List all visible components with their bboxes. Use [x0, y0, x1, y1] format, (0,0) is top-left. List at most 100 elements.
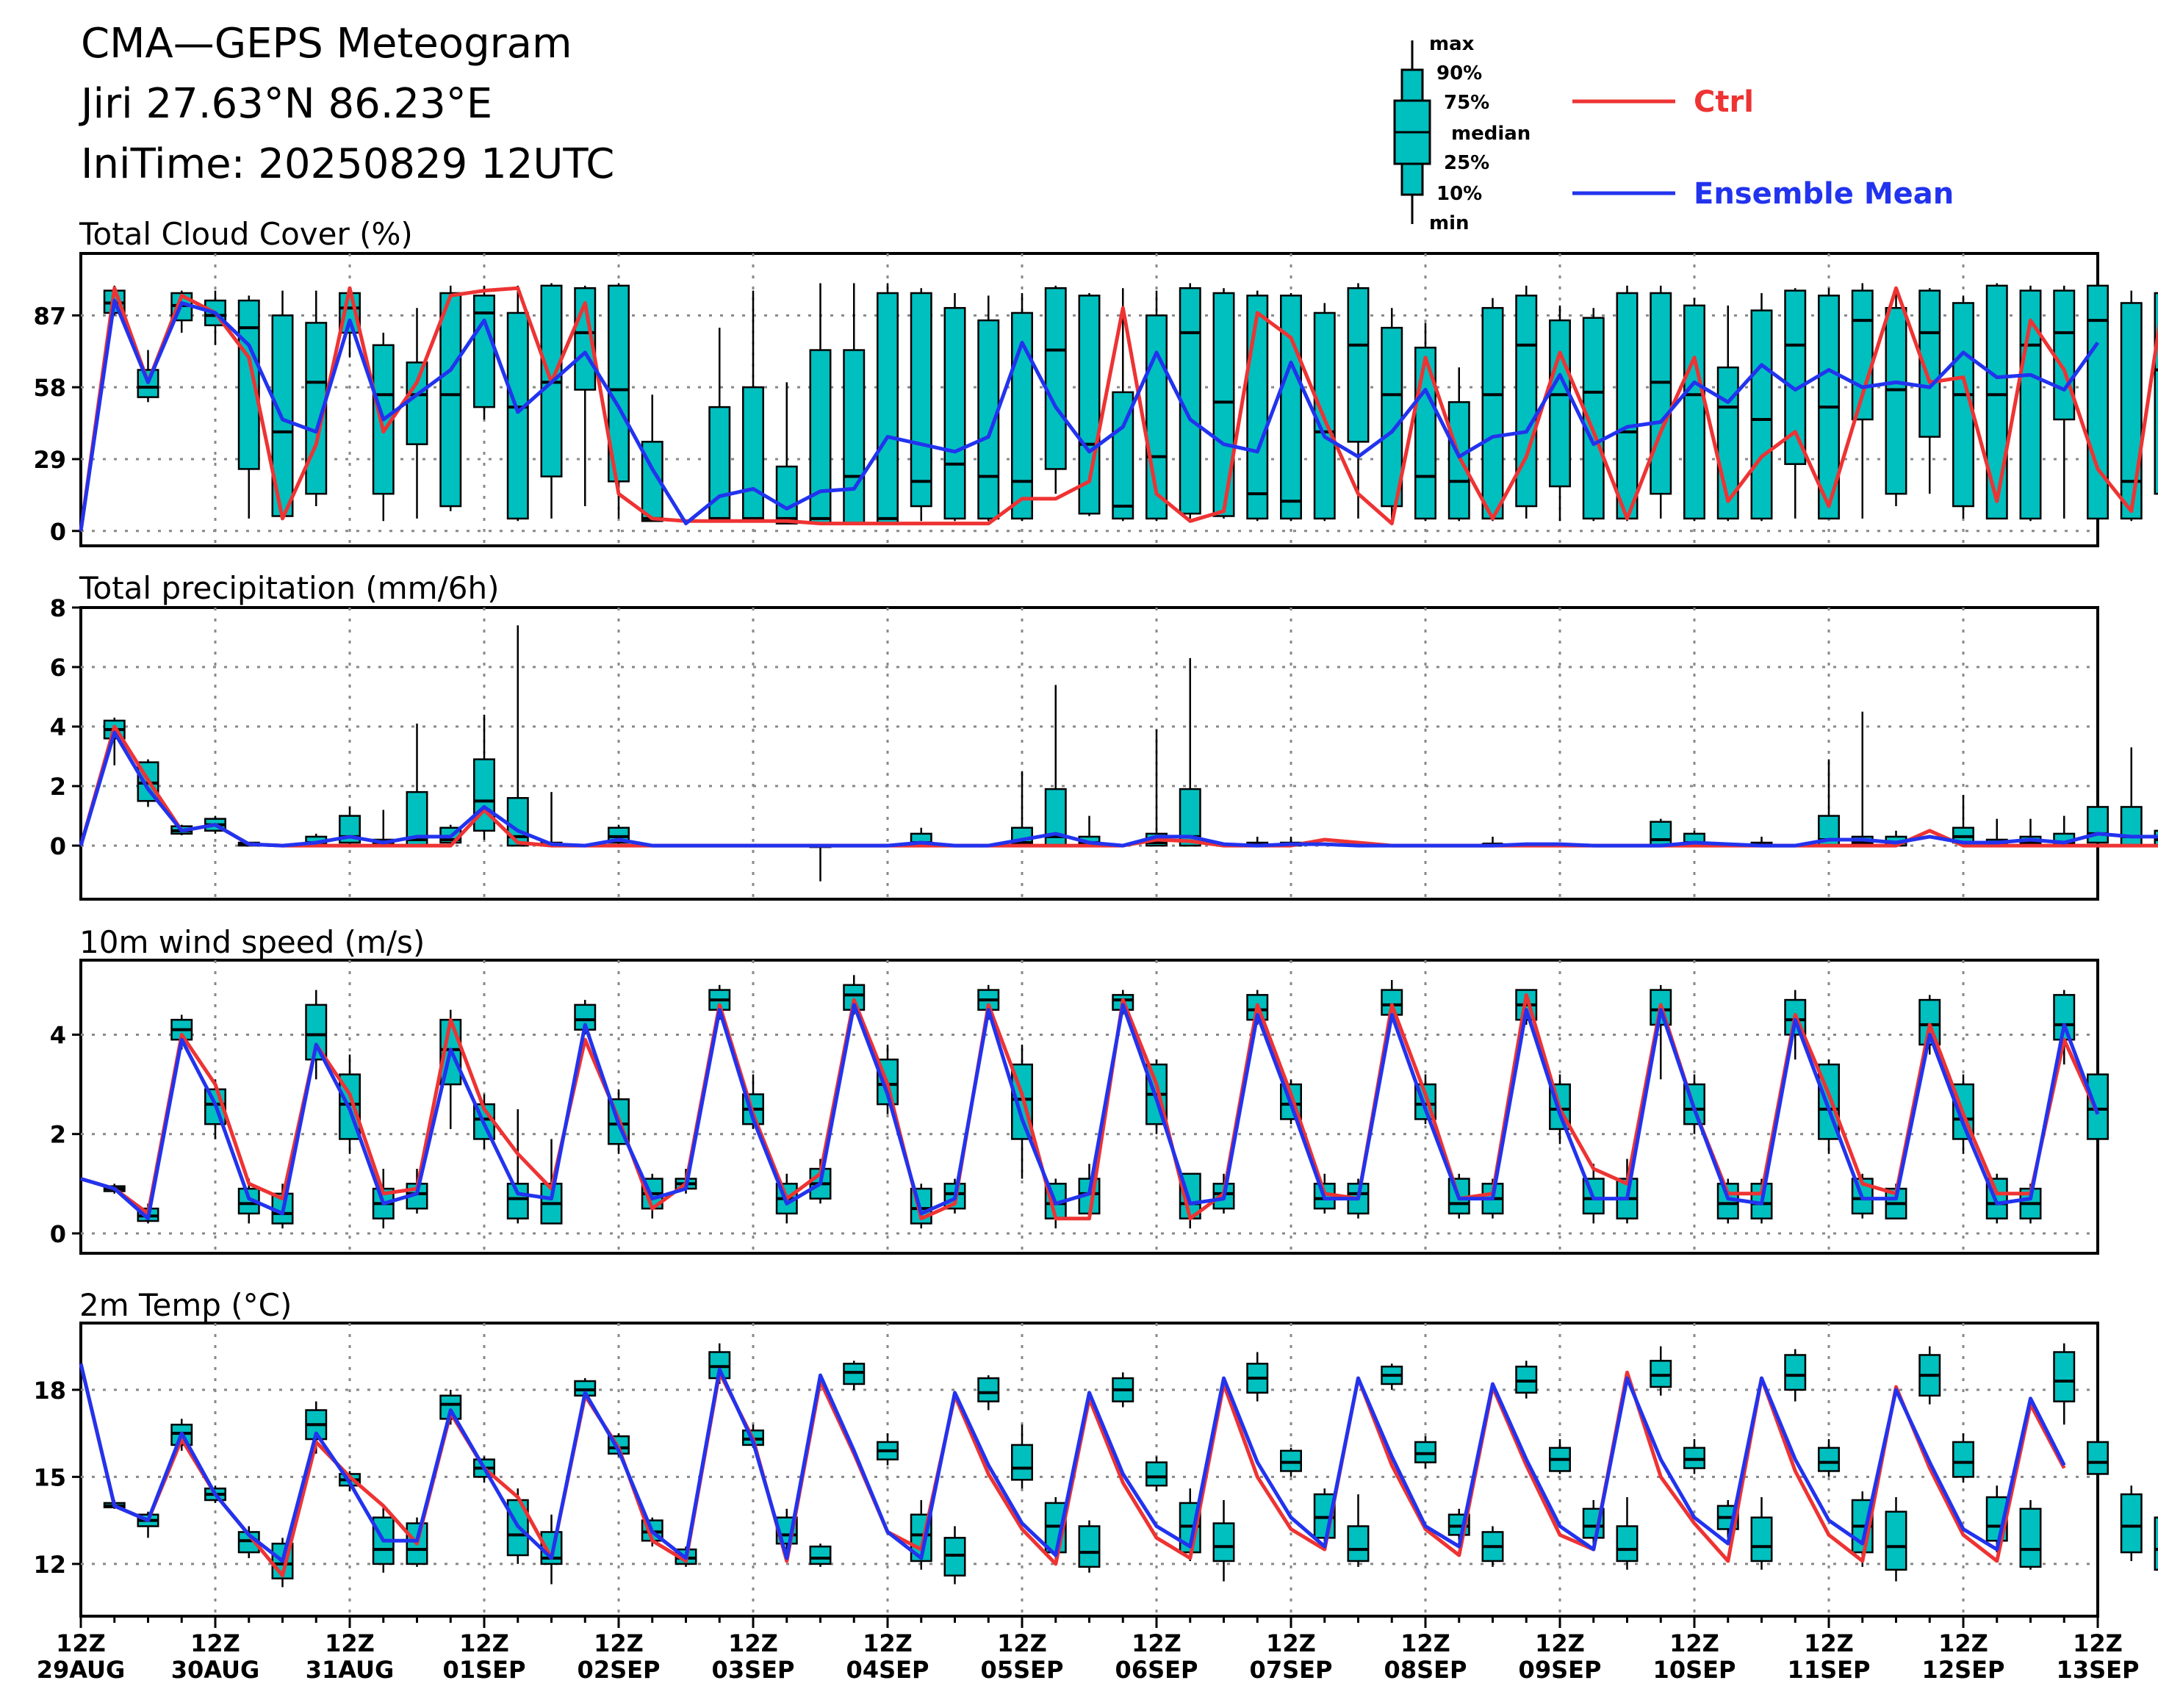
temp-box	[1280, 1447, 1302, 1477]
cloud-box-body	[1515, 295, 1538, 508]
cloud-box-body	[1985, 284, 2008, 520]
cloud-box	[775, 382, 798, 525]
temp-box-body	[1212, 1522, 1235, 1563]
temp-box	[2154, 1516, 2158, 1571]
temp-box	[1145, 1456, 1168, 1492]
wind-ytick-label: 4	[50, 1021, 66, 1049]
cloud-box	[439, 285, 462, 511]
temp-box	[1650, 1346, 1672, 1396]
cloud-box-body	[1885, 306, 1907, 495]
wind-box	[1011, 1044, 1033, 1179]
cloud-box	[473, 285, 495, 419]
meteogram-title: CMA—GEPS Meteogram	[81, 20, 572, 68]
time-tick-hour: 12Z	[594, 1629, 644, 1657]
time-tick-hour: 12Z	[997, 1629, 1047, 1657]
init-time: IniTime: 20250829 12UTC	[81, 140, 614, 188]
time-tick-hour: 12Z	[1804, 1629, 1854, 1657]
cloud-box	[1784, 288, 1807, 519]
legend-p25-label: 25%	[1444, 152, 1489, 174]
precip-ytick-label: 8	[50, 594, 66, 622]
precip-ytick-label: 0	[50, 832, 66, 860]
cloud-box	[943, 292, 966, 522]
wind-speed-panel: 10m wind speed (m/s) 0 2 4	[50, 924, 2109, 1255]
cloud-box-body	[1212, 292, 1235, 517]
precip-box	[1145, 729, 1168, 847]
temp-box	[1078, 1520, 1101, 1573]
time-tick-day: 10SEP	[1653, 1656, 1736, 1684]
temp-box	[1952, 1433, 1974, 1483]
cloud-box	[1011, 292, 1033, 522]
temp-box	[1784, 1349, 1807, 1402]
precip-box-body	[506, 797, 529, 847]
wind-box-body	[2087, 1073, 2109, 1140]
cloud-box-body	[1246, 295, 1269, 520]
temp-box-body	[1011, 1444, 1033, 1481]
temp-box	[1549, 1439, 1571, 1474]
time-tick-hour: 12Z	[325, 1629, 375, 1657]
cloud-box-body	[1683, 304, 1705, 520]
time-tick-day: 05SEP	[981, 1656, 1064, 1684]
temp-box	[1347, 1494, 1370, 1567]
precip-box	[1011, 771, 1033, 847]
temperature-panel: 2m Temp (°C) 12 15 18	[33, 1287, 2158, 1618]
time-tick-hour: 12Z	[2073, 1629, 2123, 1657]
wind-box-body	[506, 1183, 529, 1219]
cloud-ytick-label: 58	[33, 374, 66, 402]
temp-ytick-label: 18	[33, 1377, 66, 1405]
cloud-ctrl-line	[79, 286, 2158, 532]
temp-box	[574, 1378, 597, 1402]
cloud-box	[137, 350, 159, 403]
legend-max-label: max	[1429, 33, 1475, 55]
station-location: Jiri 27.63°N 86.23°E	[79, 80, 492, 128]
temp-box-body	[2019, 1507, 2042, 1568]
cloud-box-body	[1179, 287, 1201, 515]
precip-frame	[79, 606, 2099, 901]
temp-box	[977, 1375, 1000, 1410]
time-tick-hour: 12Z	[1535, 1629, 1585, 1657]
time-axis: 12Z29AUG12Z30AUG12Z31AUG12Z01SEP12Z02SEP…	[37, 1616, 2140, 1684]
temp-box-body	[1885, 1510, 1907, 1571]
cloud-box-body	[2053, 289, 2076, 421]
wind-box-body	[843, 984, 866, 1011]
precip-box	[2087, 750, 2109, 846]
time-tick-day: 13SEP	[2057, 1656, 2140, 1684]
cloud-box-body	[2120, 302, 2143, 520]
time-tick-hour: 12Z	[1132, 1629, 1181, 1657]
cloud-box	[1381, 308, 1403, 519]
temp-box-body	[977, 1377, 1000, 1402]
cloud-box	[1280, 292, 1302, 522]
temp-box	[1212, 1499, 1235, 1582]
cloud-box-body	[943, 306, 966, 520]
temp-box-body	[1750, 1516, 1773, 1563]
time-tick-hour: 12Z	[728, 1629, 778, 1657]
legend-box-glyph	[1393, 40, 1431, 224]
temp-box	[843, 1361, 866, 1390]
cloud-ytick-label: 0	[50, 518, 66, 546]
cloud-box	[1650, 285, 1672, 519]
temp-box	[1683, 1439, 1705, 1474]
precip-box	[1851, 711, 1874, 847]
cloud-box	[1347, 283, 1370, 519]
time-tick-day: 06SEP	[1115, 1656, 1198, 1684]
precip-box	[1044, 685, 1067, 847]
cloud-box	[1716, 305, 1739, 522]
temp-box	[1750, 1497, 1773, 1570]
cloud-box	[406, 308, 428, 519]
cloud-box-body	[439, 292, 462, 508]
cloud-box	[608, 283, 630, 519]
temp-box	[1313, 1488, 1336, 1547]
temp-box-body	[809, 1545, 832, 1565]
temp-box-body	[1078, 1525, 1101, 1568]
cloud-box-body	[2154, 292, 2158, 495]
cloud-box	[877, 283, 899, 525]
temp-box-body	[1784, 1354, 1807, 1391]
cloud-box	[1044, 285, 1067, 494]
cloud-box	[910, 288, 932, 522]
time-tick-hour: 12Z	[1400, 1629, 1450, 1657]
cloud-box	[2154, 292, 2158, 495]
cloud-box	[977, 295, 1000, 522]
temp-box	[1481, 1526, 1504, 1567]
temp-box	[1381, 1363, 1403, 1390]
precip-box-body	[2087, 806, 2109, 844]
